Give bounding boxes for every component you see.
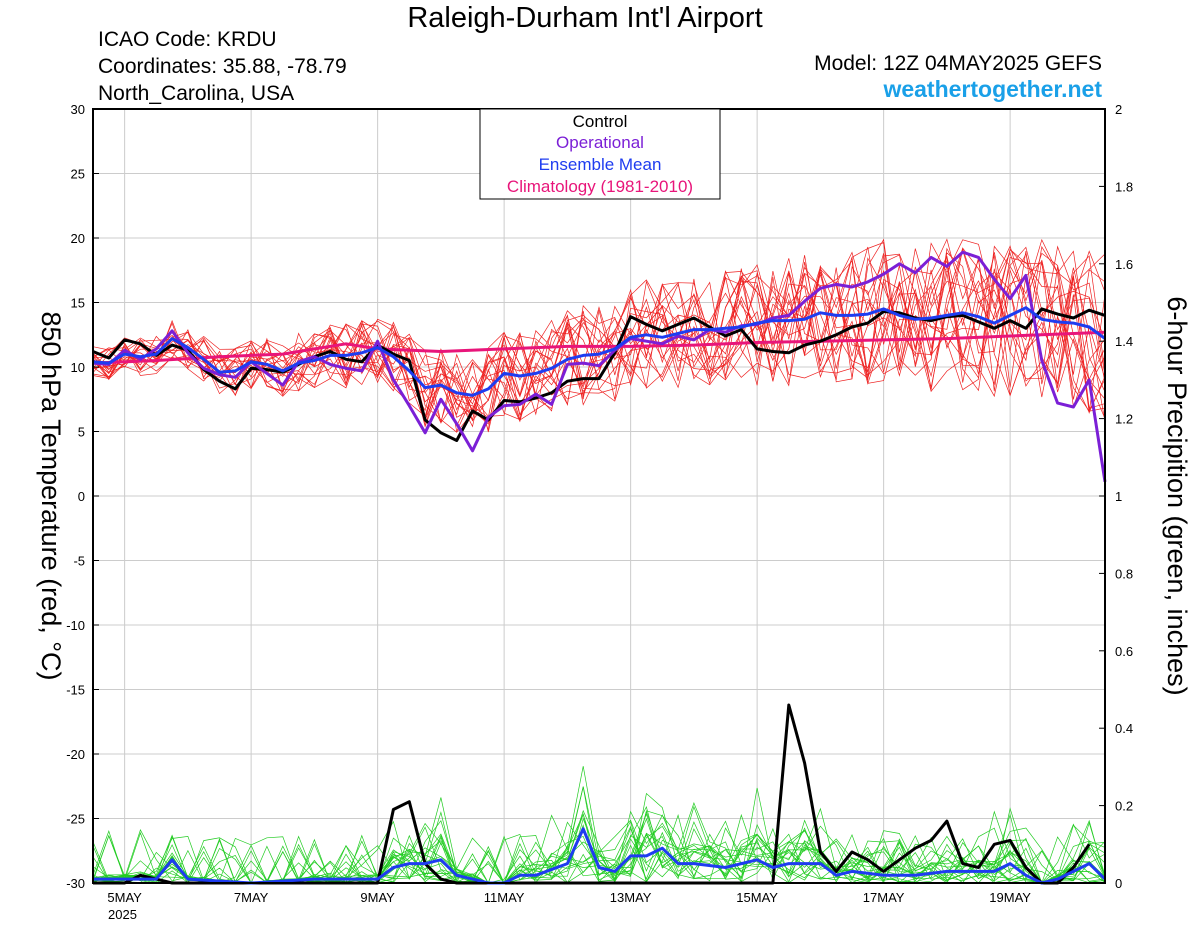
y2-tick-label: 0.4 bbox=[1115, 721, 1133, 736]
right-axis: 2 1.8 1.6 1.4 1.2 1 0.8 0.6 0.4 0.2 0 bbox=[1099, 102, 1133, 891]
x-axis: 5MAY 7MAY 9MAY 11MAY 13MAY 15MAY 17MAY 19MAY bbox=[107, 890, 1031, 905]
y2-tick-label: 1.2 bbox=[1115, 412, 1133, 427]
precip-member-line bbox=[92, 814, 1106, 884]
legend-ensemble-mean: Ensemble Mean bbox=[539, 155, 662, 174]
x-tick-label: 19MAY bbox=[989, 890, 1031, 905]
y-tick-label: 20 bbox=[71, 231, 85, 246]
model-run: Model: 12Z 04MAY2025 GEFS bbox=[814, 52, 1102, 75]
y-tick-label: -20 bbox=[66, 747, 85, 762]
temperature-member-line bbox=[92, 246, 1106, 428]
temperature-member-line bbox=[92, 242, 1106, 421]
ensemble-members bbox=[92, 238, 1106, 885]
y-tick-label: -15 bbox=[66, 683, 85, 698]
y-tick-label: 0 bbox=[78, 489, 85, 504]
y2-tick-label: 0 bbox=[1115, 876, 1122, 891]
temperature-member-line bbox=[92, 245, 1106, 425]
left-axis-title: 850 hPa Temperature (red, °C) bbox=[36, 312, 66, 681]
grid bbox=[93, 109, 1105, 883]
x-tick-label: 5MAY bbox=[107, 890, 142, 905]
precip-member-line bbox=[92, 792, 1106, 884]
temperature-member-line bbox=[92, 250, 1106, 418]
precip-member-line bbox=[92, 786, 1106, 884]
precip-member-line bbox=[92, 801, 1106, 884]
temperature-member-line bbox=[92, 252, 1106, 431]
y2-tick-label: 1.4 bbox=[1115, 334, 1133, 349]
icao-code: ICAO Code: KRDU bbox=[98, 28, 277, 51]
x-tick-label: 15MAY bbox=[736, 890, 778, 905]
legend-box bbox=[479, 108, 721, 200]
y-tick-label: -10 bbox=[66, 618, 85, 633]
y-tick-label: -30 bbox=[66, 876, 85, 891]
legend: Control Operational Ensemble Mean Climat… bbox=[479, 108, 721, 200]
site-link[interactable]: weathertogether.net bbox=[883, 76, 1102, 102]
ensemble-mean-temperature-line bbox=[92, 306, 1106, 397]
y2-tick-label: 0.2 bbox=[1115, 799, 1133, 814]
y2-tick-label: 0.8 bbox=[1115, 566, 1133, 581]
ensemble-mean-precipitation-line bbox=[93, 827, 1107, 885]
legend-control: Control bbox=[573, 112, 628, 131]
x-tick-label: 11MAY bbox=[484, 890, 525, 905]
coordinates: Coordinates: 35.88, -78.79 bbox=[98, 55, 347, 78]
y2-tick-label: 2 bbox=[1115, 102, 1122, 117]
temperature-member-line bbox=[92, 245, 1106, 433]
y2-tick-label: 1 bbox=[1115, 489, 1122, 504]
right-axis-title: 6-hour Precipition (green, inches) bbox=[1162, 296, 1192, 695]
y2-tick-label: 1.8 bbox=[1115, 179, 1133, 194]
operational-temperature-line bbox=[92, 250, 1107, 483]
chart-title: Raleigh-Durham Int'l Airport bbox=[407, 2, 763, 34]
y-tick-label: -5 bbox=[73, 554, 85, 569]
y-tick-label: 30 bbox=[71, 102, 85, 117]
year-label: 2025 bbox=[108, 907, 137, 922]
y-tick-label: 5 bbox=[78, 425, 85, 440]
y2-tick-label: 0.6 bbox=[1115, 644, 1133, 659]
legend-climatology: Climatology (1981-2010) bbox=[507, 177, 693, 196]
y-tick-label: 10 bbox=[71, 360, 85, 375]
climatology-1981-2010-temperature-line bbox=[92, 330, 1106, 365]
x-tick-label: 17MAY bbox=[863, 890, 905, 905]
left-axis: 30 25 20 15 10 5 0 -5 -10 -15 -20 -25 -30 bbox=[66, 102, 99, 891]
x-tick-label: 13MAY bbox=[610, 890, 652, 905]
legend-operational: Operational bbox=[556, 133, 644, 152]
temperature-member-line bbox=[92, 250, 1106, 417]
y-tick-label: 25 bbox=[71, 167, 85, 182]
temperature-member-line bbox=[92, 248, 1106, 433]
control-temperature-line bbox=[92, 307, 1106, 442]
y2-tick-label: 1.6 bbox=[1115, 257, 1133, 272]
y-tick-label: -25 bbox=[66, 812, 85, 827]
y-tick-label: 15 bbox=[71, 296, 85, 311]
temperature-member-line bbox=[92, 246, 1106, 422]
region: North_Carolina, USA bbox=[98, 82, 295, 105]
x-tick-label: 7MAY bbox=[234, 890, 269, 905]
x-tick-label: 9MAY bbox=[360, 890, 395, 905]
